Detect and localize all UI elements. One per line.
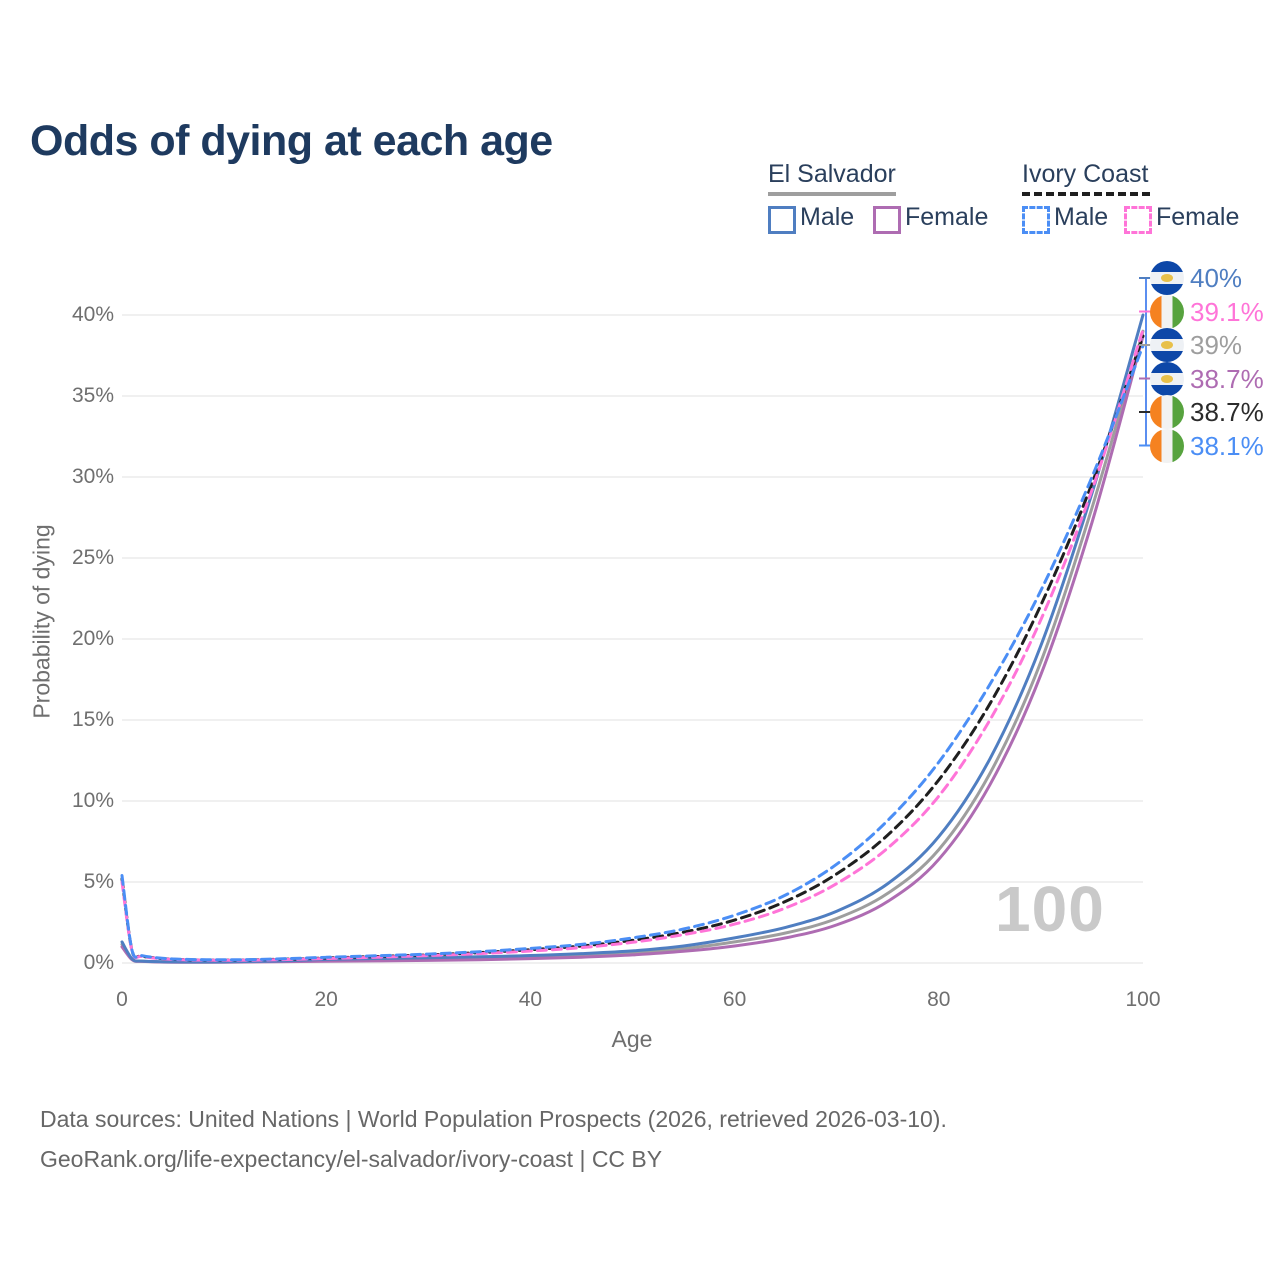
flag-el-salvador-icon [1150,361,1184,396]
end-label-value: 38.7% [1190,397,1264,427]
series-line-ivory-coast-male[interactable] [120,344,1145,962]
y-tick-label: 5% [83,870,114,893]
legend-swatch-ivory-coast-female[interactable] [1124,206,1152,234]
legend-item-el-salvador-female[interactable]: Female [905,203,989,231]
end-label-value: 38.1% [1190,430,1264,461]
series-line-el-salvador-female[interactable] [120,334,1145,964]
y-tick-label: 30% [71,465,114,488]
data-sources-text: Data sources: United Nations | World Pop… [40,1106,947,1132]
x-tick-label: 20 [314,988,338,1011]
x-tick-label: 100 [1125,988,1161,1011]
chart-title: Odds of dying at each age [30,116,553,165]
legend-swatch-el-salvador-female[interactable] [873,206,901,234]
flag-el-salvador-icon [1150,328,1184,362]
y-tick-label: 10% [71,789,114,812]
x-tick-label: 60 [722,988,747,1011]
end-label-value: 40% [1190,263,1243,293]
legend-item-ivory-coast-male[interactable]: Male [1054,203,1109,231]
el-salvador-emblem [1161,374,1173,383]
legend-el-salvador-line-sample [768,192,896,196]
y-tick-label: 20% [71,627,114,650]
y-tick-label: 40% [71,303,114,326]
x-tick-label: 80 [927,988,951,1011]
y-tick-label: 25% [71,546,114,569]
y-tick-label: 35% [71,384,114,407]
series-line-ivory-coast-both[interactable] [120,334,1145,962]
x-tick-label: 0 [116,988,128,1011]
legend-item-el-salvador-male[interactable]: Male [800,203,855,231]
legend-item-ivory-coast-female[interactable]: Female [1156,203,1240,231]
el-salvador-emblem [1161,274,1173,282]
flag-ivory-coast-icon [1150,294,1184,329]
series-line-ivory-coast-female[interactable] [120,328,1145,962]
el-salvador-emblem [1161,341,1173,349]
end-label-value: 39% [1190,330,1243,360]
series-line-el-salvador-male[interactable] [120,313,1145,964]
flag-ivory-coast-icon [1150,395,1184,429]
legend-swatch-ivory-coast-male[interactable] [1022,206,1050,234]
legend-swatch-el-salvador-male[interactable] [768,206,796,234]
end-label-value: 39.1% [1190,296,1264,327]
legend-group-ivory-coast-title: Ivory Coast [1022,160,1149,188]
series-line-el-salvador-both[interactable] [120,329,1145,964]
y-tick-label: 0% [83,951,114,974]
x-axis-title: Age [611,1026,653,1052]
legend-group-el-salvador-title: El Salvador [768,160,896,188]
flag-el-salvador-icon [1150,261,1184,295]
hover-age-watermark: 100 [995,873,1105,945]
y-tick-label: 15% [71,708,114,731]
x-tick-label: 40 [518,988,543,1011]
flag-ivory-coast-icon [1150,428,1184,463]
end-label-value: 38.7% [1190,363,1264,394]
legend-ivory-coast-line-sample [1022,192,1150,196]
attribution-link-text[interactable]: GeoRank.org/life-expectancy/el-salvador/… [40,1146,663,1172]
